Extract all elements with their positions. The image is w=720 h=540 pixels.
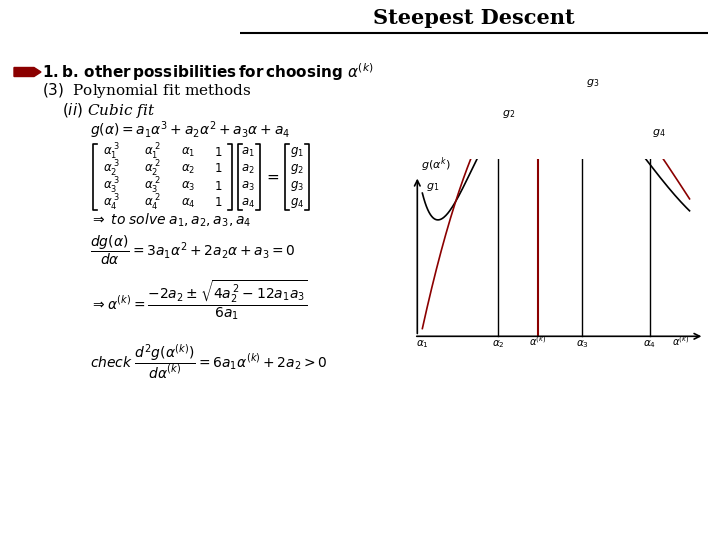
Text: $\alpha_2^{\;3}$: $\alpha_2^{\;3}$ [104,159,120,179]
Text: Steepest Descent: Steepest Descent [373,8,575,28]
Text: $\alpha_1^{\;2}$: $\alpha_1^{\;2}$ [143,142,161,162]
Text: $\alpha_1$: $\alpha_1$ [181,145,195,159]
Text: $\Rightarrow \alpha^{(k)} = \dfrac{-2a_2 \pm \sqrt{4a_2^{\,2} - 12a_1 a_3}}{6a_1: $\Rightarrow \alpha^{(k)} = \dfrac{-2a_2… [90,278,308,322]
Text: $\alpha_4^{\;3}$: $\alpha_4^{\;3}$ [104,193,120,213]
Text: $1$: $1$ [214,163,222,176]
Text: $=$: $=$ [264,170,280,184]
Text: $g_2$: $g_2$ [503,107,516,120]
Text: $g_2$: $g_2$ [290,162,304,176]
Text: $1$: $1$ [214,145,222,159]
Text: $g_4$: $g_4$ [652,127,666,139]
Text: $g_1$: $g_1$ [290,145,304,159]
Text: $\alpha_3^{\;2}$: $\alpha_3^{\;2}$ [143,176,161,196]
Text: $(ii)$ Cubic fit: $(ii)$ Cubic fit [62,100,156,119]
Text: $a_1$: $a_1$ [241,145,255,159]
Text: $\alpha_2$: $\alpha_2$ [492,338,505,350]
Text: $\alpha_4^{\;2}$: $\alpha_4^{\;2}$ [143,193,161,213]
Text: $\alpha_3$: $\alpha_3$ [576,338,589,350]
Text: $a_4$: $a_4$ [241,197,255,210]
Text: $\alpha_4$: $\alpha_4$ [181,197,195,210]
Text: $\alpha_1^{\;3}$: $\alpha_1^{\;3}$ [104,142,120,162]
Text: $\mathit{check}\;\dfrac{d^2g(\alpha^{(k)})}{d\alpha^{(k)}} = 6a_1\alpha^{(k)} + : $\mathit{check}\;\dfrac{d^2g(\alpha^{(k)… [90,343,328,381]
Text: $\alpha_3$: $\alpha_3$ [181,179,195,193]
Text: $g(\alpha) = a_1\alpha^3 + a_2\alpha^2 + a_3\alpha + a_4$: $g(\alpha) = a_1\alpha^3 + a_2\alpha^2 +… [90,119,290,141]
Text: $g_1$: $g_1$ [426,181,439,193]
Text: $\alpha_4$: $\alpha_4$ [643,338,656,350]
Text: $\Rightarrow\;$$\it{to\;solve\;}$$a_1, a_2, a_3, a_4$: $\Rightarrow\;$$\it{to\;solve\;}$$a_1, a… [90,211,251,229]
Text: $\dfrac{dg(\alpha)}{d\alpha} = 3a_1\alpha^2 + 2a_2\alpha + a_3 = 0$: $\dfrac{dg(\alpha)}{d\alpha} = 3a_1\alph… [90,233,296,267]
Text: $\alpha^{(k)}$: $\alpha^{(k)}$ [529,334,547,348]
Text: $g_3$: $g_3$ [290,179,304,193]
Text: $\alpha_1$: $\alpha_1$ [416,338,429,350]
FancyArrow shape [14,68,41,77]
Text: $a_2$: $a_2$ [241,163,255,176]
Text: $a_3$: $a_3$ [241,179,255,193]
Text: $g_3$: $g_3$ [585,77,599,89]
Text: $1$: $1$ [214,179,222,192]
Text: $(3)\;$ Polynomial fit methods: $(3)\;$ Polynomial fit methods [42,82,251,100]
Text: $g_4$: $g_4$ [290,196,304,210]
Text: $1$: $1$ [214,197,222,210]
Text: $\bf{1.b.\,other\,possibilities\,for\,choosing}$ $\alpha^{(k)}$: $\bf{1.b.\,other\,possibilities\,for\,ch… [42,61,374,83]
Text: $\alpha_2^{\;2}$: $\alpha_2^{\;2}$ [143,159,161,179]
Text: $g(\alpha^k)$: $g(\alpha^k)$ [420,155,450,174]
Text: $\alpha^{(k)}$: $\alpha^{(k)}$ [672,334,690,348]
Text: $\alpha_3^{\;3}$: $\alpha_3^{\;3}$ [104,176,120,196]
Text: $\alpha_2$: $\alpha_2$ [181,163,195,176]
